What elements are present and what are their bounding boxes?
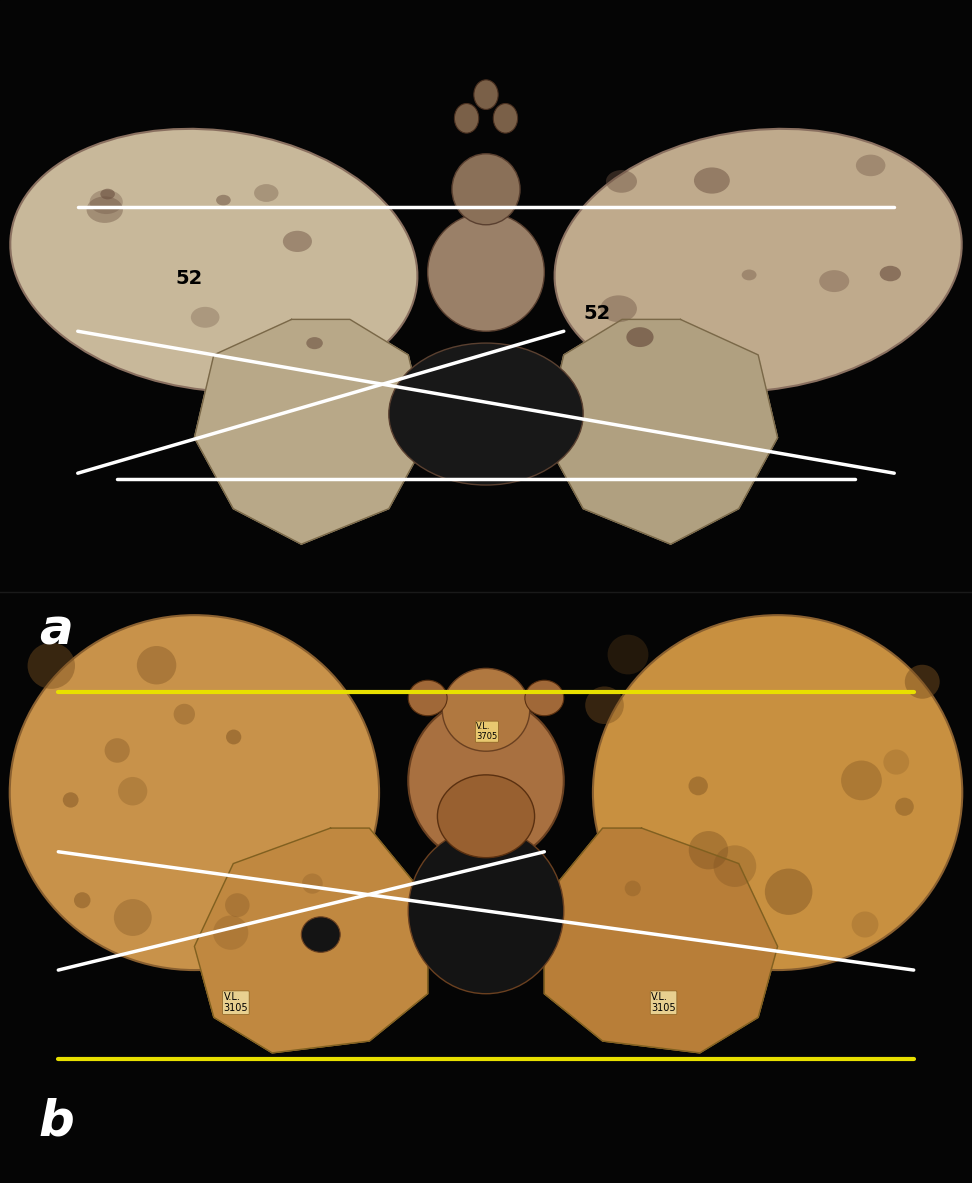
Ellipse shape	[525, 680, 564, 716]
Polygon shape	[544, 319, 778, 544]
Ellipse shape	[408, 828, 564, 994]
Text: 52: 52	[175, 269, 202, 287]
Ellipse shape	[851, 911, 879, 938]
Ellipse shape	[593, 615, 962, 970]
Polygon shape	[194, 828, 428, 1053]
Ellipse shape	[628, 157, 657, 179]
Ellipse shape	[765, 868, 813, 914]
Ellipse shape	[452, 154, 520, 225]
Ellipse shape	[408, 698, 564, 864]
Ellipse shape	[10, 615, 379, 970]
Text: b: b	[39, 1098, 75, 1145]
Polygon shape	[544, 828, 778, 1053]
Ellipse shape	[874, 343, 900, 362]
Bar	[0, 592, 972, 1183]
Ellipse shape	[442, 668, 530, 751]
Ellipse shape	[878, 162, 900, 179]
Ellipse shape	[408, 680, 447, 716]
Ellipse shape	[226, 730, 241, 744]
Ellipse shape	[350, 298, 368, 311]
Text: a: a	[39, 607, 73, 654]
Ellipse shape	[302, 873, 323, 893]
Ellipse shape	[74, 892, 90, 909]
Ellipse shape	[215, 337, 241, 357]
Text: 52: 52	[583, 304, 610, 323]
Ellipse shape	[437, 775, 535, 858]
Ellipse shape	[105, 738, 130, 763]
Ellipse shape	[713, 846, 756, 887]
Ellipse shape	[474, 80, 498, 109]
Ellipse shape	[585, 686, 624, 724]
Ellipse shape	[747, 164, 784, 192]
Ellipse shape	[682, 342, 707, 360]
Ellipse shape	[765, 190, 793, 211]
Ellipse shape	[329, 169, 354, 188]
Ellipse shape	[869, 183, 888, 198]
Ellipse shape	[608, 634, 648, 674]
Bar	[0, 0, 972, 592]
Ellipse shape	[428, 213, 544, 331]
Ellipse shape	[226, 893, 250, 917]
Ellipse shape	[774, 311, 793, 325]
Ellipse shape	[494, 104, 517, 132]
Ellipse shape	[301, 917, 340, 952]
Ellipse shape	[455, 104, 478, 132]
Ellipse shape	[841, 761, 882, 800]
Ellipse shape	[213, 332, 226, 342]
Ellipse shape	[118, 777, 148, 806]
Ellipse shape	[895, 797, 914, 816]
Ellipse shape	[121, 319, 144, 336]
Ellipse shape	[11, 129, 417, 392]
Polygon shape	[194, 319, 428, 544]
Ellipse shape	[137, 646, 176, 685]
Text: V.L.
3705: V.L. 3705	[476, 722, 498, 742]
Ellipse shape	[111, 180, 133, 196]
Ellipse shape	[174, 704, 195, 725]
Ellipse shape	[213, 916, 248, 950]
Text: V.L.
3105: V.L. 3105	[651, 991, 676, 1014]
Ellipse shape	[625, 880, 641, 897]
Ellipse shape	[389, 343, 583, 485]
Ellipse shape	[114, 899, 152, 936]
Ellipse shape	[689, 830, 728, 870]
Ellipse shape	[884, 750, 909, 775]
Text: V.L.
3105: V.L. 3105	[224, 991, 248, 1014]
Ellipse shape	[63, 793, 79, 808]
Ellipse shape	[688, 776, 708, 795]
Ellipse shape	[555, 129, 961, 392]
Ellipse shape	[905, 665, 940, 699]
Ellipse shape	[228, 196, 255, 215]
Ellipse shape	[285, 187, 308, 203]
Ellipse shape	[27, 642, 75, 689]
